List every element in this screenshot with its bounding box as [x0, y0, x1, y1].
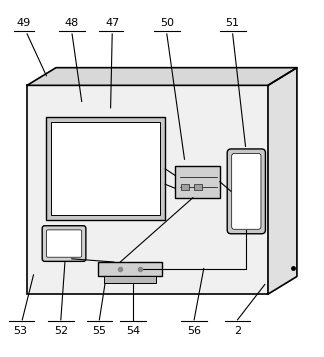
Text: 2: 2 [234, 326, 241, 336]
Polygon shape [268, 68, 297, 294]
Text: 55: 55 [92, 326, 106, 336]
FancyBboxPatch shape [181, 184, 189, 190]
Text: 54: 54 [126, 326, 140, 336]
FancyBboxPatch shape [46, 117, 165, 220]
FancyBboxPatch shape [232, 154, 261, 229]
Text: 47: 47 [105, 17, 119, 27]
Text: 50: 50 [160, 17, 174, 27]
FancyBboxPatch shape [175, 166, 220, 198]
Polygon shape [27, 68, 297, 85]
FancyBboxPatch shape [51, 122, 160, 215]
Text: 51: 51 [226, 17, 240, 27]
FancyBboxPatch shape [27, 85, 268, 294]
FancyBboxPatch shape [98, 262, 162, 276]
FancyBboxPatch shape [46, 230, 82, 257]
FancyBboxPatch shape [194, 184, 202, 190]
FancyBboxPatch shape [104, 276, 156, 283]
FancyBboxPatch shape [227, 149, 265, 234]
Text: 49: 49 [17, 17, 31, 27]
FancyBboxPatch shape [42, 226, 86, 261]
Text: 48: 48 [65, 17, 79, 27]
Text: 53: 53 [14, 326, 28, 336]
Text: 52: 52 [54, 326, 68, 336]
Text: 56: 56 [187, 326, 201, 336]
